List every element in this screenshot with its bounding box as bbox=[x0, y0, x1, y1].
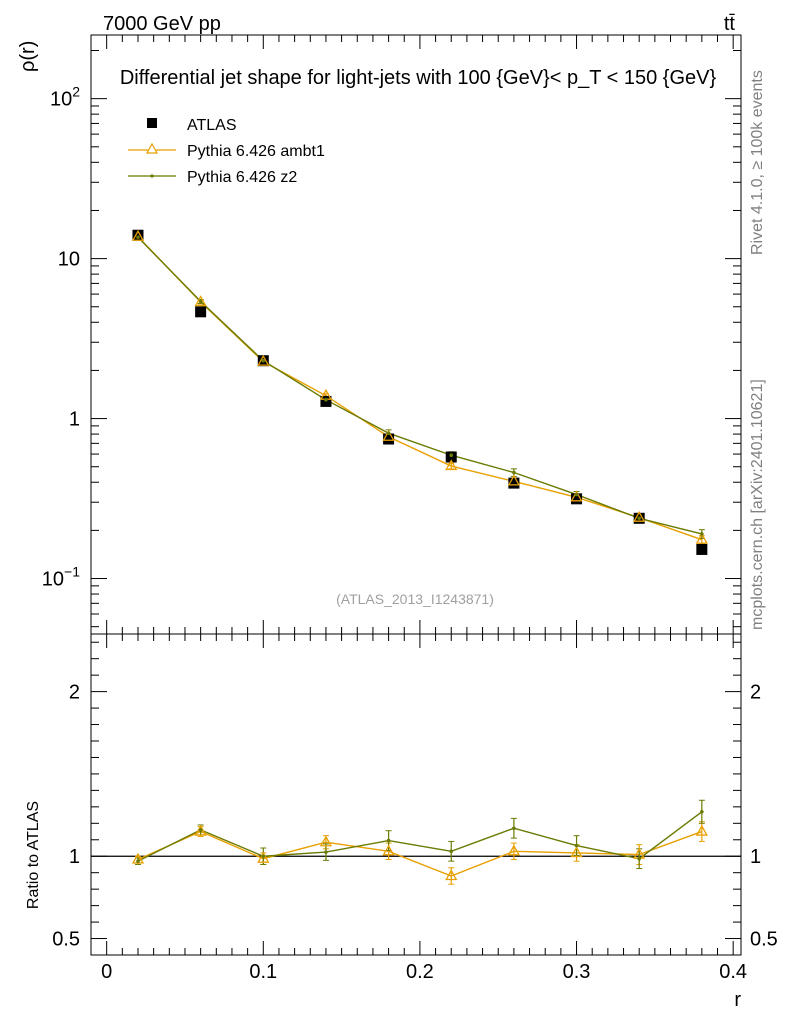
series-line-z2 bbox=[137, 236, 703, 535]
y-tick-label: 10 bbox=[58, 249, 80, 271]
x-tick-label: 0 bbox=[101, 961, 112, 983]
data-point-z2 bbox=[198, 299, 203, 304]
data-point-atlas bbox=[571, 493, 583, 505]
data-point-ambt1 bbox=[257, 354, 270, 366]
ratio-point-ambt1 bbox=[507, 844, 520, 856]
ratio-tick-label: 0.5 bbox=[52, 929, 80, 951]
ratio-line-z2 bbox=[137, 811, 703, 862]
ratio-point-z2 bbox=[512, 826, 516, 831]
data-point-atlas bbox=[383, 433, 395, 445]
ratio-point-z2 bbox=[261, 854, 266, 859]
ratio-tick-label-right: 2 bbox=[750, 682, 761, 704]
ratio-panel-frame bbox=[90, 633, 742, 956]
legend-label-z2: Pythia 6.426 z2 bbox=[187, 169, 297, 186]
ratio-point-z2 bbox=[449, 849, 454, 854]
chart-title: Differential jet shape for light-jets wi… bbox=[120, 67, 717, 89]
ratio-point-ambt1 bbox=[570, 846, 583, 858]
data-point-z2 bbox=[261, 358, 266, 363]
ratio-tick-label-right: 1 bbox=[750, 846, 761, 868]
x-tick-label: 0.1 bbox=[249, 961, 277, 983]
x-tick-label: 0.2 bbox=[406, 961, 434, 983]
legend-marker-ambt1 bbox=[145, 142, 159, 154]
data-point-atlas bbox=[508, 477, 520, 489]
ratio-point-ambt1 bbox=[382, 844, 395, 856]
legend-marker-atlas bbox=[147, 118, 157, 128]
ratio-point-z2 bbox=[574, 843, 579, 848]
ratio-tick-label-right: 0.5 bbox=[750, 929, 778, 951]
data-point-z2 bbox=[574, 492, 579, 497]
ratio-point-ambt1 bbox=[695, 824, 708, 836]
data-point-z2 bbox=[700, 532, 704, 536]
y-tick-label: 102 bbox=[50, 84, 80, 111]
ratio-point-ambt1 bbox=[194, 824, 207, 836]
analysis-label: (ATLAS_2013_I1243871) bbox=[336, 591, 494, 607]
ratio-point-ambt1 bbox=[257, 851, 270, 863]
data-point-ambt1 bbox=[194, 295, 207, 307]
data-point-z2 bbox=[449, 453, 454, 458]
ratio-point-ambt1 bbox=[445, 869, 458, 881]
legend: ATLAS Pythia 6.426 ambt1 Pythia 6.426 z2 bbox=[128, 117, 325, 186]
data-point-z2 bbox=[386, 431, 391, 436]
y-tick-label: 10−1 bbox=[42, 564, 80, 591]
data-point-ambt1 bbox=[507, 474, 520, 486]
ratio-point-ambt1 bbox=[131, 852, 145, 864]
legend-label-ambt1: Pythia 6.426 ambt1 bbox=[187, 143, 325, 160]
data-point-atlas bbox=[195, 306, 207, 318]
ratio-point-z2 bbox=[386, 838, 391, 843]
ratio-point-z2 bbox=[700, 809, 704, 814]
ratio-point-ambt1 bbox=[319, 835, 333, 847]
series-line-ambt1 bbox=[137, 236, 703, 541]
mcplots-label: mcplots.cern.ch [arXiv:2401.10621] bbox=[749, 379, 766, 630]
data-point-z2 bbox=[324, 398, 328, 402]
rivet-label: Rivet 4.1.0, ≥ 100k events bbox=[749, 70, 766, 255]
x-tick-label: 0.3 bbox=[563, 961, 591, 983]
data-point-atlas bbox=[132, 229, 144, 241]
data-point-ambt1 bbox=[382, 429, 395, 441]
data-point-ambt1 bbox=[570, 490, 583, 502]
y-tick-label: 1 bbox=[69, 409, 80, 431]
y-axis-label: ρ(r) bbox=[17, 41, 39, 72]
ratio-tick-label: 2 bbox=[69, 682, 80, 704]
data-point-ambt1 bbox=[131, 229, 145, 241]
ratio-tick-label: 1 bbox=[69, 846, 80, 868]
data-point-ambt1 bbox=[695, 532, 708, 544]
data-point-atlas bbox=[696, 543, 708, 555]
data-point-z2 bbox=[512, 470, 516, 475]
energy-label: 7000 GeV pp bbox=[103, 13, 221, 35]
ratio-point-z2 bbox=[198, 828, 203, 832]
ratio-axis-label: Ratio to ATLAS bbox=[25, 801, 42, 909]
data-point-ambt1 bbox=[445, 459, 458, 471]
ratio-point-z2 bbox=[637, 856, 641, 861]
data-point-ambt1 bbox=[633, 510, 646, 522]
process-label: tt̄ bbox=[724, 13, 736, 35]
legend-marker-z2 bbox=[150, 174, 154, 178]
ratio-line-ambt1 bbox=[137, 830, 703, 877]
ratio-point-z2 bbox=[136, 859, 140, 863]
data-point-z2 bbox=[136, 235, 140, 240]
x-tick-label: 0.4 bbox=[719, 961, 747, 983]
data-point-z2 bbox=[637, 516, 641, 521]
legend-label-atlas: ATLAS bbox=[187, 117, 237, 134]
ratio-point-z2 bbox=[324, 850, 328, 854]
x-axis-label: r bbox=[734, 989, 741, 1011]
